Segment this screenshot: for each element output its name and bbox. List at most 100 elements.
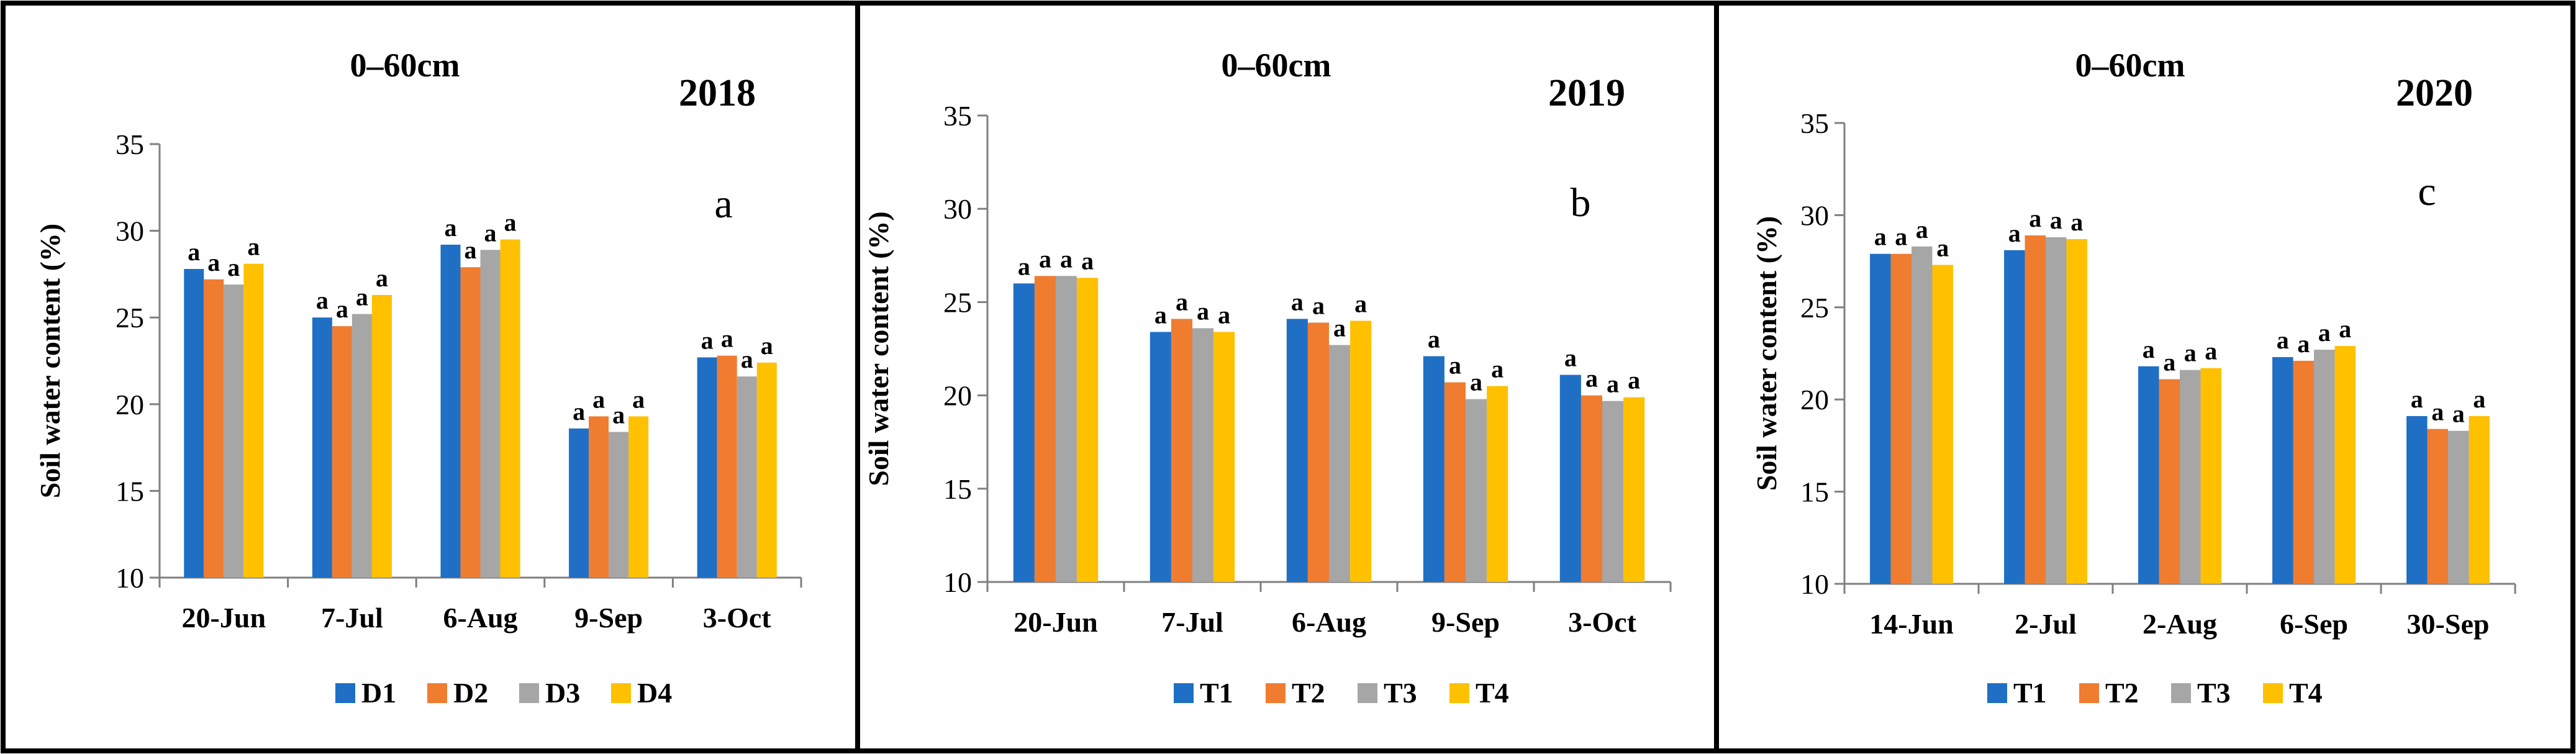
legend-label-t2: T2 <box>2105 677 2139 709</box>
x-tick-label: 9-Sep <box>574 602 643 634</box>
significance-label: a <box>356 283 368 311</box>
significance-label: a <box>1428 325 1440 353</box>
y-tick-label: 20 <box>943 380 972 412</box>
legend-label-d3: D3 <box>545 677 580 709</box>
significance-label: a <box>1039 245 1051 273</box>
bar-t3-0 <box>1056 276 1077 582</box>
y-tick-label: 10 <box>116 562 144 594</box>
bar-t4-3 <box>1487 386 1508 582</box>
legend: D1 D2 D3 D4 <box>335 677 672 709</box>
x-tick-label: 7-Jul <box>321 602 383 634</box>
bar-d3-3 <box>609 432 629 578</box>
bar-t1-2 <box>1286 319 1308 582</box>
significance-label: a <box>1218 301 1230 329</box>
significance-label: a <box>701 326 714 354</box>
y-axis-label: Soil water content (%) <box>863 211 894 486</box>
bar-d3-0 <box>224 284 244 578</box>
bar-t3-4 <box>1602 401 1624 582</box>
legend-label-t1: T1 <box>2013 677 2047 709</box>
significance-label: a <box>1470 368 1482 396</box>
significance-label: a <box>632 385 645 413</box>
bar-d1-2 <box>440 244 461 578</box>
y-tick-label: 25 <box>943 286 972 318</box>
bar-t4-1 <box>2066 238 2087 584</box>
bar-d2-0 <box>204 279 224 578</box>
panel-label: c <box>2418 169 2436 214</box>
x-tick-label: 6-Aug <box>443 602 517 634</box>
x-tick-label: 14-Jun <box>1869 608 1953 640</box>
y-tick-label: 25 <box>1800 292 1829 324</box>
chart-title: 0–60cm <box>2075 47 2185 84</box>
significance-label: a <box>1018 252 1030 280</box>
significance-label: a <box>592 385 605 413</box>
legend-swatch-d1 <box>335 683 355 703</box>
bar-t1-3 <box>2272 357 2293 584</box>
significance-label: a <box>2452 400 2465 428</box>
significance-label: a <box>2029 204 2041 232</box>
significance-label: a <box>2339 315 2351 343</box>
y-tick-label: 35 <box>943 100 972 132</box>
panel-label: a <box>714 181 732 227</box>
y-tick-label: 30 <box>116 216 144 247</box>
significance-label: a <box>1607 370 1619 398</box>
bar-t3-2 <box>1329 345 1351 582</box>
legend-swatch-t2 <box>2079 683 2099 703</box>
bar-t3-1 <box>2046 237 2067 584</box>
significance-label: a <box>761 332 773 360</box>
bar-t4-0 <box>1077 278 1099 582</box>
legend: T1 T2 T3 T4 <box>1174 677 1509 709</box>
significance-label: a <box>1081 247 1094 275</box>
significance-label: a <box>1060 245 1073 273</box>
x-tick-label: 20-Jun <box>1014 606 1097 638</box>
significance-label: a <box>2070 208 2083 236</box>
significance-label: a <box>247 233 260 261</box>
significance-label: a <box>2318 319 2331 347</box>
x-tick-label: 6-Sep <box>2280 608 2348 640</box>
bar-t3-3 <box>2314 350 2335 584</box>
bar-t2-4 <box>1581 395 1602 582</box>
significance-label: a <box>1895 223 1907 251</box>
bar-t2-0 <box>1890 253 1912 584</box>
significance-label: a <box>1197 297 1209 325</box>
y-axis-label: Soil water content (%) <box>34 224 66 498</box>
bar-d2-4 <box>717 355 737 578</box>
legend-swatch-t4 <box>2263 683 2283 703</box>
bar-t1-0 <box>1870 253 1891 584</box>
legend-label-t2: T2 <box>1292 677 1325 709</box>
significance-label: a <box>316 286 329 314</box>
bar-t1-0 <box>1013 283 1035 582</box>
bar-d1-4 <box>697 357 717 578</box>
bar-t3-4 <box>2448 430 2469 584</box>
bar-t2-1 <box>2025 235 2046 584</box>
significance-label: a <box>2277 326 2289 354</box>
y-axis-label: Soil water content (%) <box>1751 216 1782 491</box>
y-tick-label: 20 <box>116 389 144 420</box>
y-tick-label: 25 <box>116 302 144 334</box>
legend-label-d1: D1 <box>361 677 396 709</box>
significance-label: a <box>2184 339 2197 367</box>
legend-label-t4: T4 <box>2289 677 2323 709</box>
bar-t3-3 <box>1466 399 1487 582</box>
bar-t1-2 <box>2138 366 2159 584</box>
y-tick-label: 10 <box>943 566 972 598</box>
bar-t2-2 <box>2159 379 2180 584</box>
legend-label-t4: T4 <box>1476 677 1509 709</box>
bar-t3-1 <box>1192 328 1214 582</box>
legend-swatch-d3 <box>519 683 539 703</box>
bar-t4-1 <box>1213 332 1235 582</box>
legend-label-t3: T3 <box>2197 677 2231 709</box>
y-tick-label: 35 <box>116 129 144 160</box>
x-tick-label: 3-Oct <box>703 602 772 634</box>
bar-d2-1 <box>332 326 352 578</box>
legend-swatch-d4 <box>611 683 631 703</box>
significance-label: a <box>1564 344 1577 372</box>
bar-t2-4 <box>2427 429 2448 584</box>
bar-t2-0 <box>1034 276 1056 582</box>
bar-d2-2 <box>460 267 481 578</box>
bar-t4-2 <box>2200 368 2221 584</box>
significance-label: a <box>1628 366 1640 394</box>
significance-label: a <box>1916 216 1928 243</box>
significance-label: a <box>2431 398 2444 426</box>
